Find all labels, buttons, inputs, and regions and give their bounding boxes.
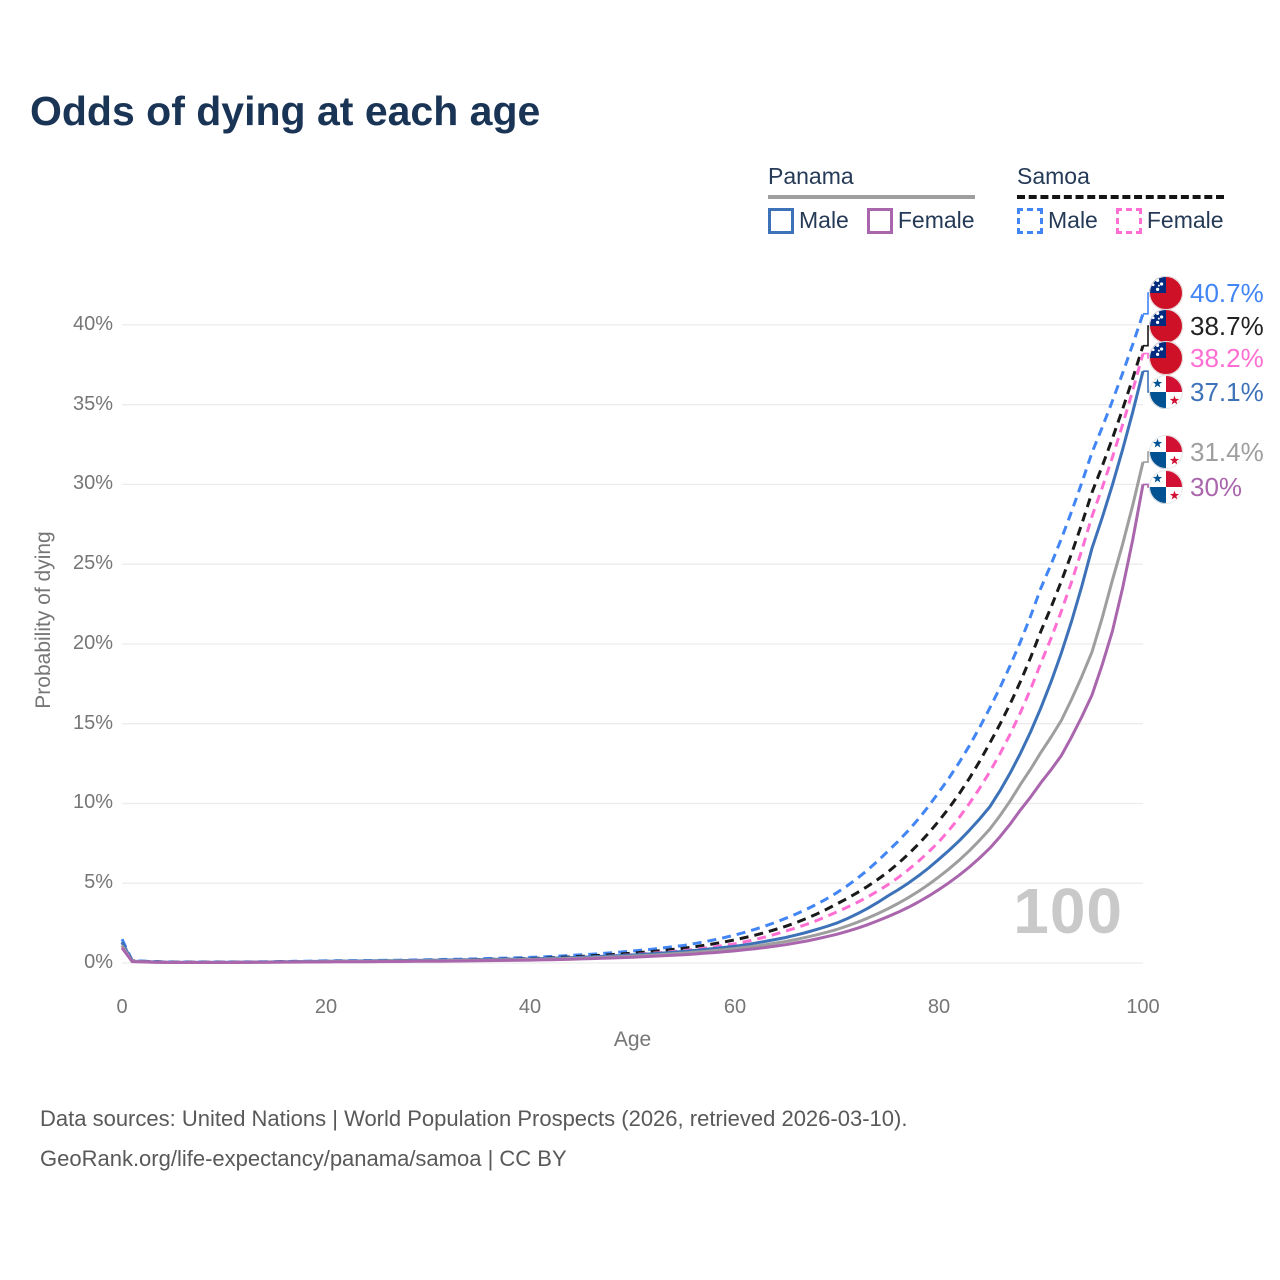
- x-tick-label: 60: [723, 996, 747, 1018]
- samoa-flag-icon: [1149, 341, 1183, 375]
- y-tick-label: 0%: [84, 951, 113, 973]
- plot-area[interactable]: [100, 270, 1160, 990]
- series-end-value: 38.2%: [1190, 342, 1264, 373]
- legend-group-panama: Panama Male Female: [768, 163, 975, 234]
- series-end-value: 30%: [1190, 471, 1243, 502]
- series-end-annotation: 31.4%: [1149, 435, 1264, 469]
- x-axis-title: Age: [613, 1028, 652, 1051]
- samoa-flag-icon: [1149, 276, 1183, 310]
- legend-item-label: Male: [1048, 207, 1098, 233]
- y-tick-label: 35%: [72, 393, 113, 415]
- legend-item-label: Male: [799, 207, 849, 233]
- legend-item-panama-female[interactable]: Female: [866, 207, 975, 234]
- series-end-annotation: 38.2%: [1149, 341, 1264, 375]
- legend-item-label: Female: [897, 207, 975, 233]
- samoa-line-style-sample: [1017, 195, 1224, 199]
- series-line: [120, 345, 1145, 964]
- x-tick-label: 80: [927, 996, 951, 1018]
- legend-group-samoa: Samoa Male Female: [1017, 163, 1224, 234]
- legend-group-title-panama: Panama: [768, 163, 854, 189]
- panama-line-style-sample: [768, 195, 975, 199]
- x-tick-label: 40: [518, 996, 542, 1018]
- series-line: [120, 353, 1145, 964]
- series-line: [120, 461, 1145, 964]
- series-end-annotation: 40.7%: [1149, 276, 1264, 310]
- series-end-annotation: 38.7%: [1149, 309, 1264, 343]
- x-tick-label: 20: [314, 996, 338, 1018]
- legend-item-panama-male[interactable]: Male: [768, 207, 849, 234]
- legend-item-label: Female: [1146, 207, 1224, 233]
- age-watermark: 100: [1013, 875, 1123, 947]
- series-end-value: 38.7%: [1190, 310, 1264, 341]
- panama-flag-icon: [1149, 435, 1183, 469]
- series-end-value: 31.4%: [1190, 436, 1264, 467]
- samoa-male-swatch-icon: [1017, 207, 1043, 234]
- samoa-flag-icon: [1149, 309, 1183, 343]
- legend-group-title-samoa: Samoa: [1017, 163, 1090, 189]
- legend-item-samoa-male[interactable]: Male: [1017, 207, 1098, 234]
- panama-male-swatch-icon: [768, 207, 794, 234]
- panama-flag-icon: [1149, 470, 1183, 504]
- panama-female-swatch-icon: [866, 207, 893, 234]
- series-end-annotation: 37.1%: [1149, 375, 1264, 409]
- series-line: [120, 370, 1145, 964]
- series-line: [120, 484, 1145, 964]
- chart-title: Odds of dying at each age: [30, 88, 541, 134]
- y-tick-label: 15%: [72, 712, 113, 734]
- series-end-value: 37.1%: [1190, 376, 1264, 407]
- series-line: [120, 313, 1145, 964]
- y-tick-label: 5%: [84, 871, 113, 893]
- y-tick-label: 20%: [72, 632, 113, 654]
- y-tick-label: 30%: [72, 472, 113, 494]
- legend-item-samoa-female[interactable]: Female: [1115, 207, 1224, 234]
- attribution-note: GeoRank.org/life-expectancy/panama/samoa…: [40, 1146, 567, 1171]
- panama-flag-icon: [1149, 375, 1183, 409]
- y-tick-label: 10%: [72, 791, 113, 813]
- x-tick-label: 100: [1126, 996, 1160, 1018]
- x-tick-label: 0: [116, 996, 128, 1018]
- series-end-annotation: 30%: [1149, 470, 1242, 504]
- y-tick-label: 40%: [72, 313, 113, 335]
- samoa-female-swatch-icon: [1115, 207, 1142, 234]
- data-source-note: Data sources: United Nations | World Pop…: [40, 1106, 908, 1131]
- y-tick-label: 25%: [72, 552, 113, 574]
- series-end-value: 40.7%: [1190, 277, 1264, 308]
